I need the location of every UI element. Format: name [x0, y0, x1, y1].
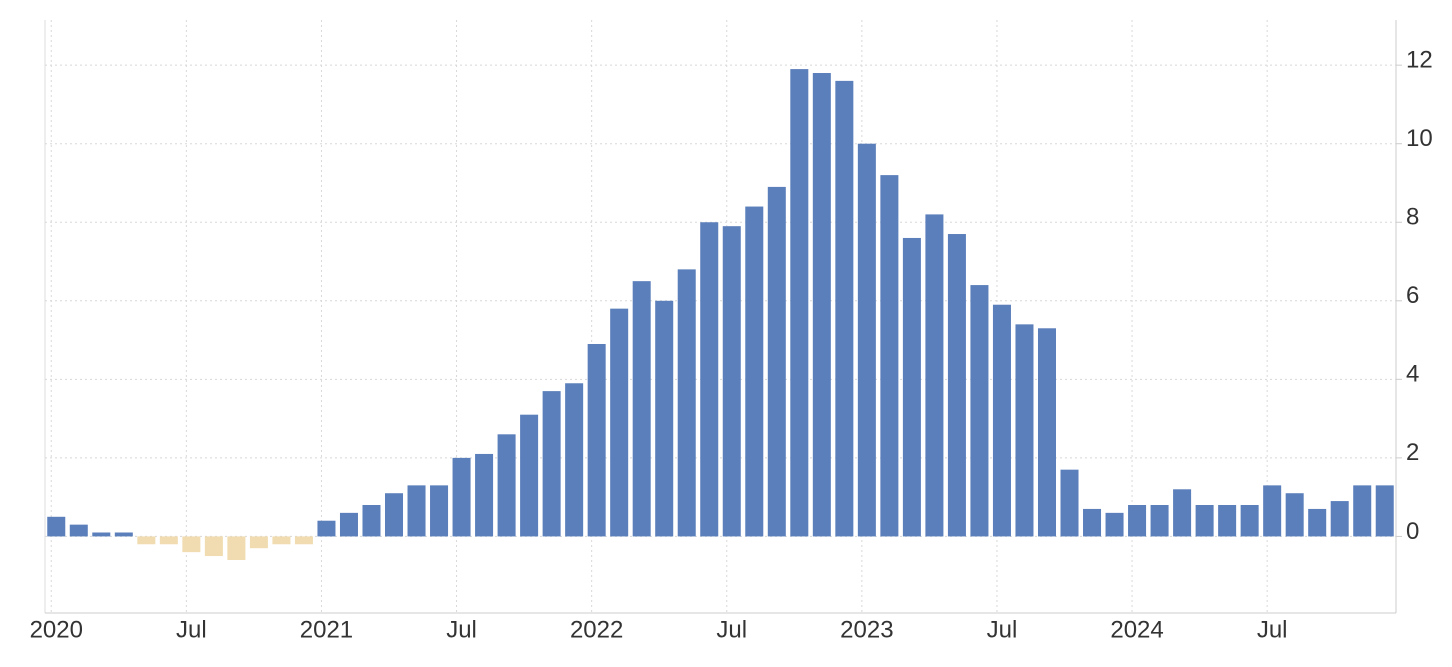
bar: [272, 536, 291, 545]
bar: [835, 80, 854, 537]
bar: [700, 222, 719, 537]
bar: [1285, 493, 1304, 537]
bar: [92, 532, 111, 537]
y-tick-label: 12: [1406, 47, 1433, 74]
bar: [430, 485, 449, 537]
bar: [1375, 485, 1394, 537]
bar: [137, 536, 156, 545]
bar: [992, 304, 1011, 537]
y-tick-label: 0: [1406, 518, 1419, 545]
x-tick-label: 2024: [1110, 616, 1163, 643]
bar: [407, 485, 426, 537]
bar: [1353, 485, 1372, 537]
bar: [1240, 505, 1259, 537]
y-tick-label: 8: [1406, 204, 1419, 231]
bar: [182, 536, 201, 553]
bar: [114, 532, 133, 537]
bar: [745, 206, 764, 537]
bar: [610, 308, 629, 537]
x-tick-label: Jul: [176, 616, 207, 643]
bar: [452, 457, 471, 537]
bar: [722, 226, 741, 537]
bar: [1060, 469, 1079, 537]
bar: [1128, 505, 1147, 537]
x-tick-label: 2023: [840, 616, 893, 643]
x-tick-label: Jul: [446, 616, 477, 643]
bar: [790, 69, 809, 537]
bar: [69, 524, 88, 537]
y-tick-label: 4: [1406, 361, 1419, 388]
bar: [902, 237, 921, 537]
x-tick-label: Jul: [1257, 616, 1288, 643]
bar: [1173, 489, 1192, 537]
bar: [812, 73, 831, 537]
bar: [1015, 324, 1034, 537]
x-tick-label: Jul: [716, 616, 747, 643]
x-tick-label: 2020: [30, 616, 83, 643]
bar: [1105, 512, 1124, 537]
y-tick-label: 6: [1406, 282, 1419, 309]
bar: [1195, 505, 1214, 537]
bar: [520, 414, 539, 537]
bar: [632, 281, 651, 537]
y-tick-label: 10: [1406, 125, 1433, 152]
x-tick-label: 2022: [570, 616, 623, 643]
y-tick-label: 2: [1406, 439, 1419, 466]
x-tick-label: Jul: [987, 616, 1018, 643]
bar: [1150, 505, 1169, 537]
bar: [947, 234, 966, 537]
bar: [970, 285, 989, 537]
bar: [227, 536, 246, 560]
bar: [1218, 505, 1237, 537]
bar: [1308, 508, 1327, 537]
bar: [677, 269, 696, 537]
bar: [655, 300, 674, 537]
bar: [767, 186, 786, 537]
bar: [925, 214, 944, 537]
bar: [542, 391, 561, 537]
bar: [362, 505, 381, 537]
bar: [1330, 501, 1349, 537]
bar: [317, 520, 336, 537]
bar: [339, 512, 358, 537]
bar: [204, 536, 223, 557]
bar: [587, 343, 606, 537]
bar: [1037, 328, 1056, 537]
bar: [880, 175, 899, 537]
bar: [47, 516, 66, 537]
bar: [857, 143, 876, 537]
bar: [565, 383, 584, 537]
bar: [1263, 485, 1282, 537]
x-tick-label: 2021: [300, 616, 353, 643]
bar: [475, 453, 494, 537]
bar: [159, 536, 178, 545]
bar: [249, 536, 268, 549]
bar: [497, 434, 516, 537]
bar: [1083, 508, 1102, 537]
bar: [385, 493, 404, 537]
bar: [294, 536, 313, 545]
